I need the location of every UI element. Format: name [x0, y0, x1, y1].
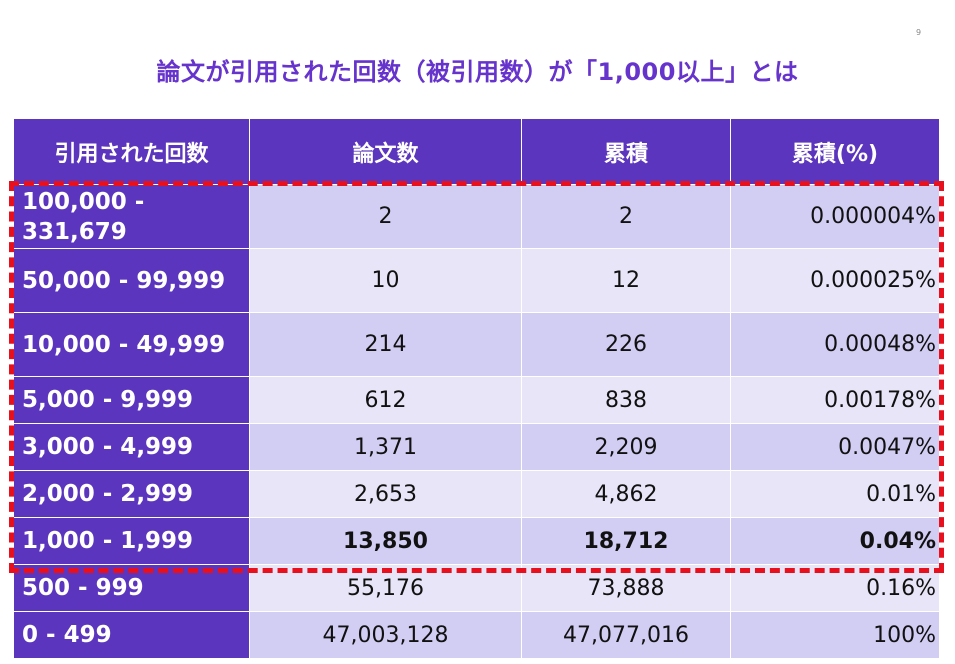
cumulative-percent-cell: 0.04% [730, 517, 940, 565]
cumulative-cell: 18,712 [521, 517, 731, 565]
citation-range-cell: 50,000 - 99,999 [13, 248, 250, 313]
cumulative-percent-cell: 100% [730, 611, 940, 659]
table-row: 100,000 - 331,679 2 2 0.000004% [13, 184, 940, 249]
slide-title: 論文が引用された回数（被引用数）が「1,000以上」とは [156, 58, 799, 86]
header-cumulative-percent: 累積(%) [730, 118, 940, 185]
cumulative-cell: 4,862 [521, 470, 731, 518]
cumulative-cell: 226 [521, 312, 731, 377]
cumulative-cell: 2 [521, 184, 731, 249]
citation-range-cell: 2,000 - 2,999 [13, 470, 250, 518]
paper-count-cell: 47,003,128 [249, 611, 522, 659]
paper-count-cell: 13,850 [249, 517, 522, 565]
cumulative-percent-cell: 0.16% [730, 564, 940, 612]
cumulative-cell: 73,888 [521, 564, 731, 612]
header-paper-count: 論文数 [249, 118, 522, 185]
cumulative-cell: 838 [521, 376, 731, 424]
table-row: 5,000 - 9,999 612 838 0.00178% [13, 376, 940, 424]
citation-range-cell: 100,000 - 331,679 [13, 184, 250, 249]
page-number: 9 [916, 28, 922, 37]
table-row: 0 - 499 47,003,128 47,077,016 100% [13, 611, 940, 659]
paper-count-cell: 10 [249, 248, 522, 313]
table-header-row: 引用された回数 論文数 累積 累積(%) [13, 118, 940, 185]
cumulative-percent-cell: 0.01% [730, 470, 940, 518]
cumulative-percent-cell: 0.000025% [730, 248, 940, 313]
citation-range-cell: 3,000 - 4,999 [13, 423, 250, 471]
paper-count-cell: 2 [249, 184, 522, 249]
header-cumulative: 累積 [521, 118, 731, 185]
citation-range-cell: 10,000 - 49,999 [13, 312, 250, 377]
table-row-highlighted: 1,000 - 1,999 13,850 18,712 0.04% [13, 517, 940, 565]
citation-range-cell: 1,000 - 1,999 [13, 517, 250, 565]
paper-count-cell: 612 [249, 376, 522, 424]
header-citation-range: 引用された回数 [13, 118, 250, 185]
cumulative-percent-cell: 0.00178% [730, 376, 940, 424]
table-row: 500 - 999 55,176 73,888 0.16% [13, 564, 940, 612]
table-row: 50,000 - 99,999 10 12 0.000025% [13, 248, 940, 313]
citation-range-cell: 500 - 999 [13, 564, 250, 612]
paper-count-cell: 1,371 [249, 423, 522, 471]
citation-table: 引用された回数 論文数 累積 累積(%) 100,000 - 331,679 2… [13, 118, 940, 659]
cumulative-cell: 12 [521, 248, 731, 313]
cumulative-percent-cell: 0.00048% [730, 312, 940, 377]
table-row: 10,000 - 49,999 214 226 0.00048% [13, 312, 940, 377]
paper-count-cell: 55,176 [249, 564, 522, 612]
cumulative-percent-cell: 0.000004% [730, 184, 940, 249]
citation-range-cell: 5,000 - 9,999 [13, 376, 250, 424]
paper-count-cell: 2,653 [249, 470, 522, 518]
table-row: 3,000 - 4,999 1,371 2,209 0.0047% [13, 423, 940, 471]
cumulative-cell: 2,209 [521, 423, 731, 471]
table-row: 2,000 - 2,999 2,653 4,862 0.01% [13, 470, 940, 518]
citation-range-cell: 0 - 499 [13, 611, 250, 659]
paper-count-cell: 214 [249, 312, 522, 377]
cumulative-percent-cell: 0.0047% [730, 423, 940, 471]
cumulative-cell: 47,077,016 [521, 611, 731, 659]
